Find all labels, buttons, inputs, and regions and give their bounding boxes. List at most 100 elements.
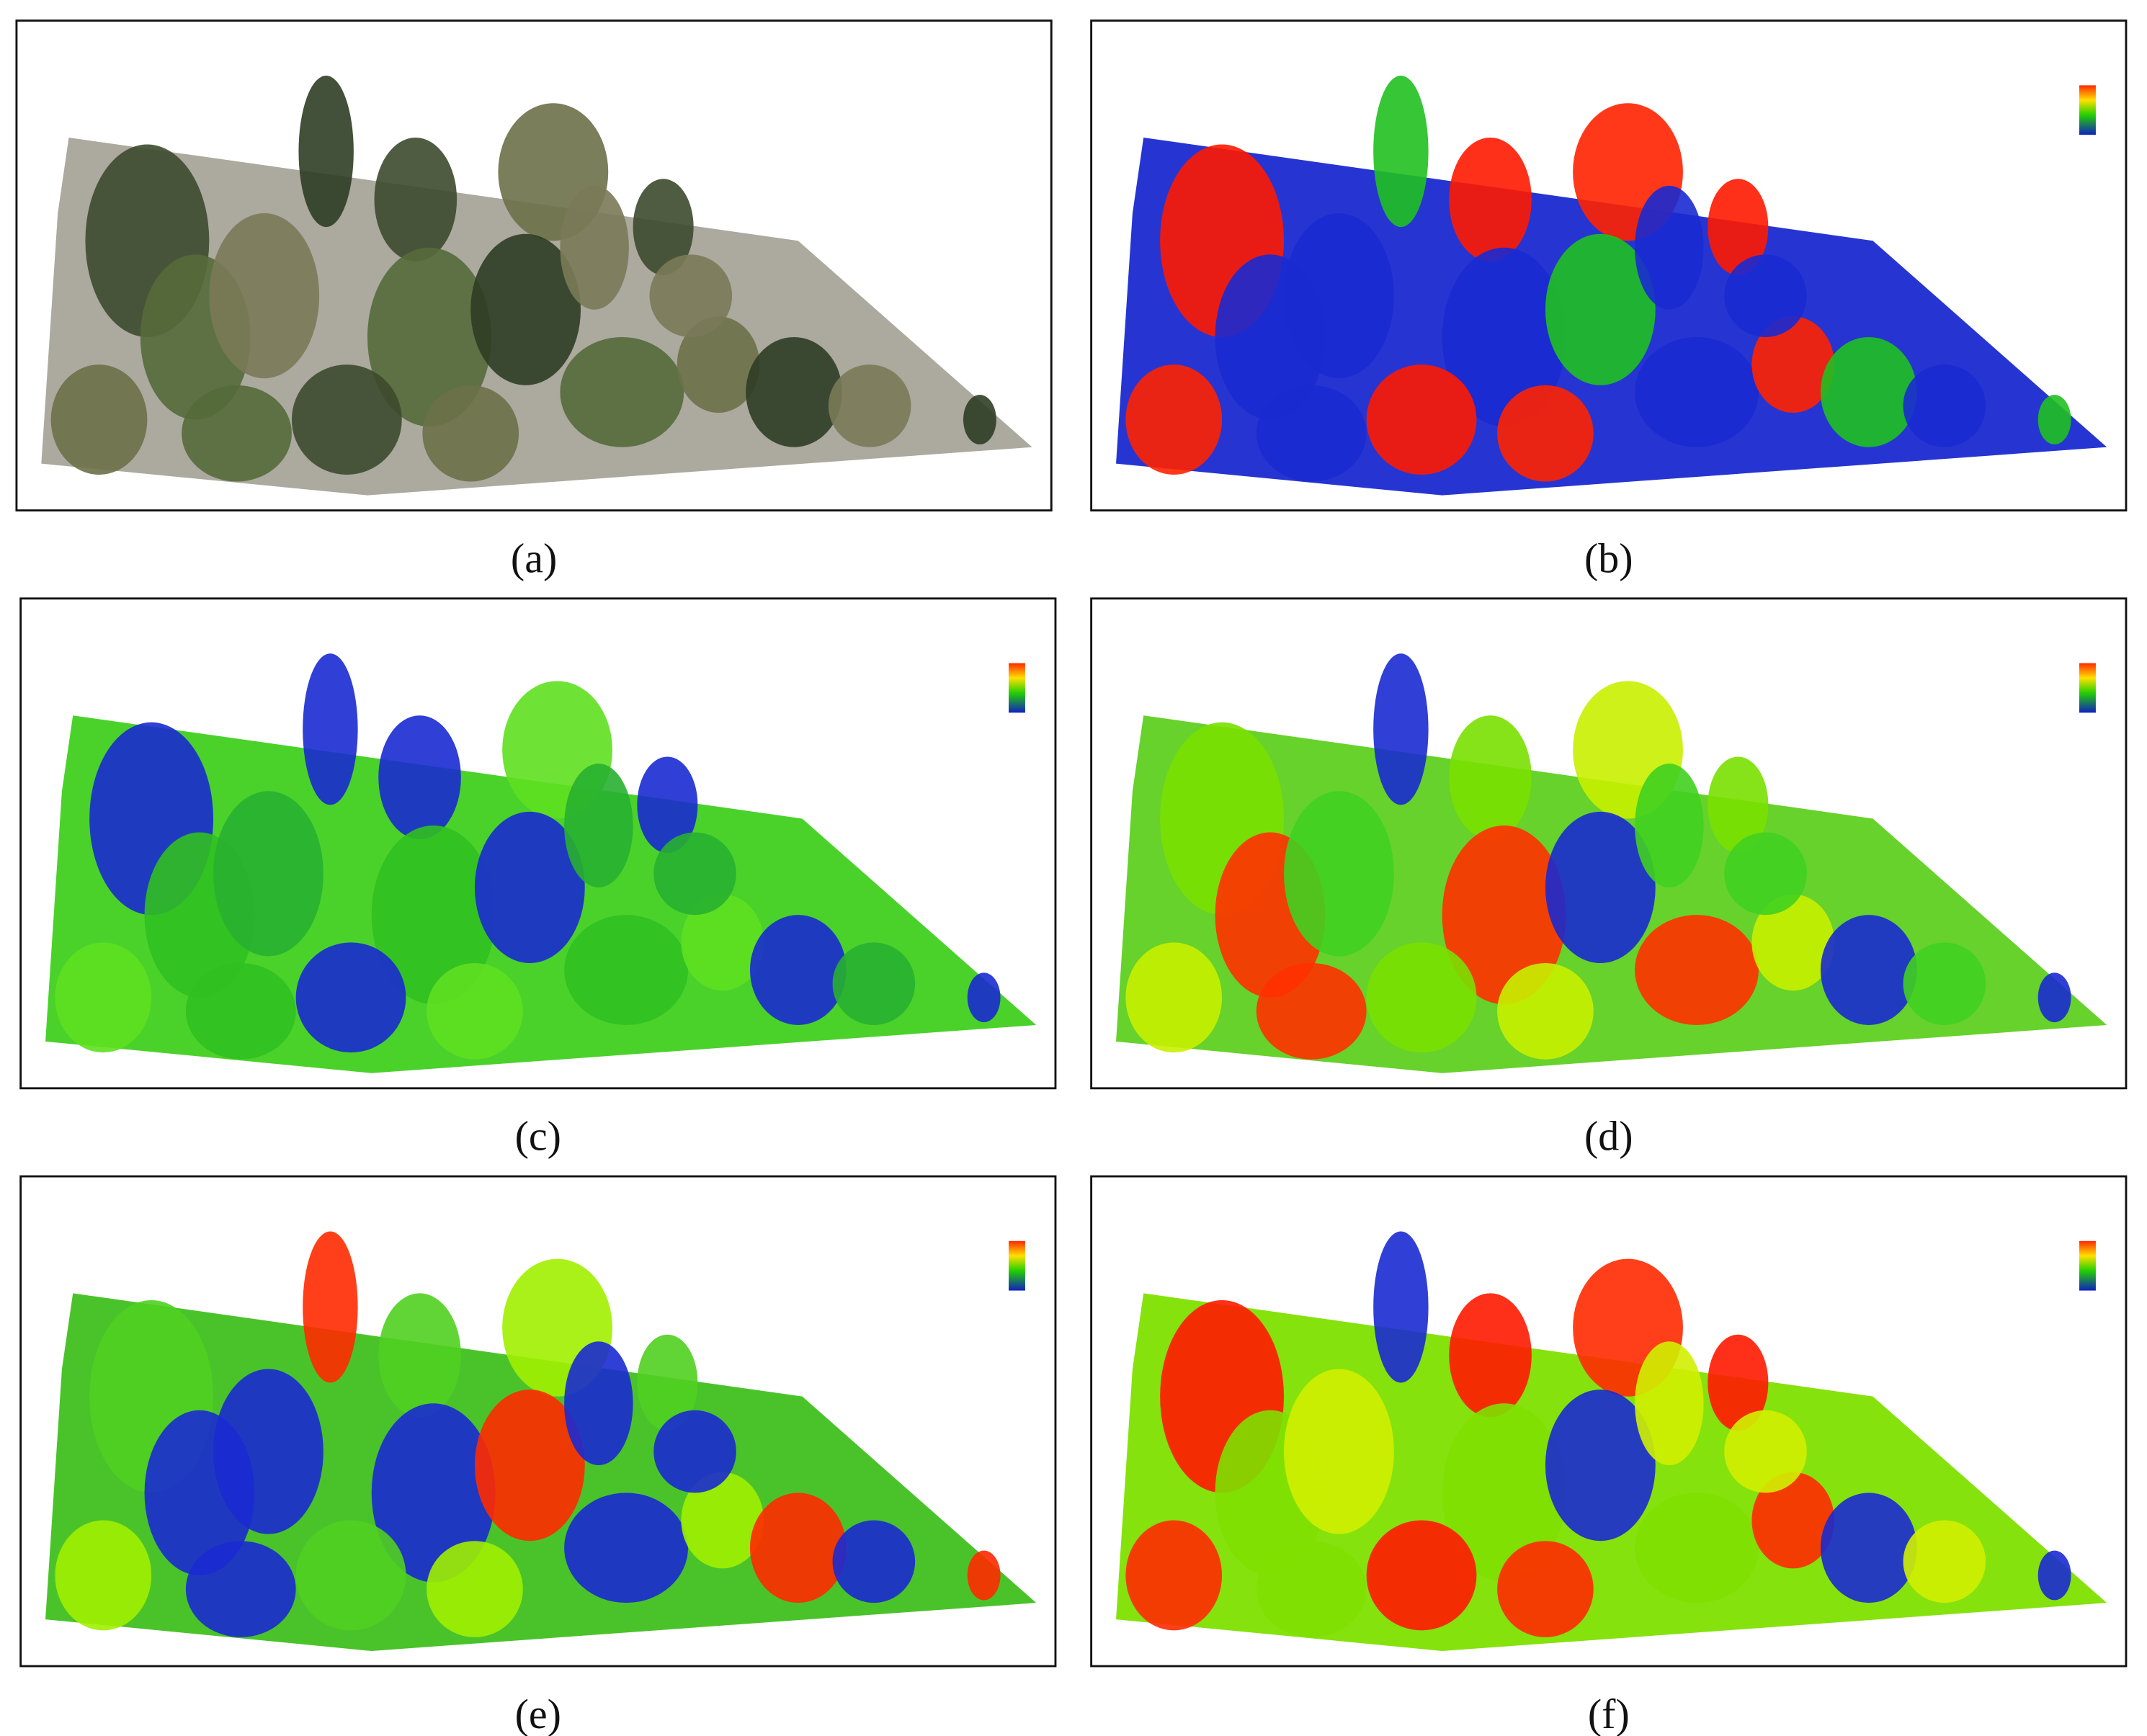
tree bbox=[1708, 1334, 1769, 1431]
colorbar bbox=[2079, 85, 2096, 135]
panel-label: (e) bbox=[515, 1691, 561, 1736]
tree bbox=[185, 963, 296, 1060]
tree bbox=[1449, 715, 1532, 840]
tree bbox=[2037, 1550, 2071, 1601]
tree bbox=[374, 138, 457, 261]
tree bbox=[427, 1541, 523, 1637]
tree bbox=[1366, 1520, 1477, 1631]
tree bbox=[1635, 1341, 1704, 1466]
tree bbox=[1724, 1410, 1807, 1493]
tree bbox=[1125, 942, 1223, 1053]
colorbar bbox=[1009, 1240, 1025, 1291]
tree bbox=[749, 1493, 847, 1603]
tree bbox=[749, 915, 847, 1025]
tree bbox=[832, 942, 916, 1025]
tree bbox=[637, 1334, 698, 1431]
tree bbox=[1449, 1293, 1532, 1418]
tree bbox=[185, 1541, 296, 1637]
tree bbox=[213, 1369, 323, 1534]
tree bbox=[1635, 1493, 1759, 1603]
panel bbox=[1090, 1175, 2128, 1668]
tree bbox=[1366, 364, 1477, 475]
tree bbox=[828, 364, 911, 447]
tree bbox=[560, 336, 684, 447]
tree bbox=[1442, 1403, 1566, 1583]
tree bbox=[1903, 364, 1986, 447]
tree bbox=[1903, 1520, 1986, 1603]
tree bbox=[564, 1493, 689, 1603]
tree bbox=[633, 179, 694, 276]
tree bbox=[2037, 395, 2071, 444]
tree bbox=[1125, 1520, 1223, 1631]
tree bbox=[649, 254, 733, 337]
tree bbox=[378, 1293, 461, 1418]
tree bbox=[1820, 1493, 1917, 1603]
tree bbox=[1724, 832, 1807, 916]
tree bbox=[967, 1550, 1001, 1601]
tree bbox=[1373, 1231, 1429, 1383]
tree bbox=[1284, 791, 1394, 957]
panel bbox=[19, 597, 1057, 1090]
tree bbox=[295, 1520, 406, 1631]
tree bbox=[50, 364, 148, 475]
tree bbox=[1545, 233, 1656, 385]
tree bbox=[1751, 1472, 1835, 1569]
tree bbox=[1497, 1541, 1594, 1637]
tree bbox=[653, 832, 736, 916]
panel-label: (a) bbox=[511, 535, 557, 582]
tree bbox=[1820, 915, 1917, 1025]
panel bbox=[1090, 19, 2128, 512]
panel bbox=[1090, 597, 2128, 1090]
tree bbox=[1545, 1390, 1656, 1542]
tree bbox=[1635, 185, 1704, 310]
tree bbox=[1373, 653, 1429, 805]
tree bbox=[422, 385, 519, 482]
tree bbox=[1820, 336, 1917, 447]
tree bbox=[1442, 247, 1566, 427]
tree bbox=[291, 364, 402, 475]
tree bbox=[560, 185, 629, 310]
panel bbox=[15, 19, 1053, 512]
panel-label: (b) bbox=[1584, 535, 1633, 582]
tree bbox=[677, 316, 760, 413]
tree bbox=[378, 715, 461, 840]
tree bbox=[1373, 76, 1429, 228]
tree bbox=[1724, 254, 1807, 337]
tree bbox=[1256, 385, 1367, 482]
tree bbox=[1256, 1541, 1367, 1637]
tree bbox=[1256, 963, 1367, 1060]
tree bbox=[2037, 972, 2071, 1023]
tree bbox=[213, 791, 323, 957]
tree bbox=[371, 1403, 496, 1583]
tree bbox=[367, 247, 491, 427]
tree bbox=[653, 1410, 736, 1493]
tree bbox=[1442, 826, 1566, 1005]
tree bbox=[1635, 915, 1759, 1025]
tree bbox=[1497, 385, 1594, 482]
tree bbox=[470, 233, 581, 385]
tree bbox=[1125, 364, 1223, 475]
tree bbox=[1284, 1369, 1394, 1534]
tree bbox=[1497, 963, 1594, 1060]
tree bbox=[474, 811, 585, 963]
tree bbox=[564, 1341, 633, 1466]
tree bbox=[1708, 179, 1769, 276]
tree bbox=[298, 76, 354, 228]
panel-label: (d) bbox=[1584, 1113, 1633, 1160]
colorbar bbox=[2079, 663, 2096, 713]
tree bbox=[637, 756, 698, 854]
colorbar bbox=[2079, 1240, 2096, 1291]
tree bbox=[55, 942, 152, 1053]
tree bbox=[427, 963, 523, 1060]
tree bbox=[1449, 138, 1532, 261]
tree bbox=[303, 653, 358, 805]
colorbar bbox=[1009, 663, 1025, 713]
panel-label: (f) bbox=[1588, 1691, 1630, 1736]
tree bbox=[1635, 764, 1704, 887]
tree bbox=[564, 764, 633, 887]
tree bbox=[681, 1472, 764, 1569]
tree bbox=[474, 1390, 585, 1542]
tree bbox=[1751, 894, 1835, 991]
panel-label: (c) bbox=[515, 1113, 561, 1160]
